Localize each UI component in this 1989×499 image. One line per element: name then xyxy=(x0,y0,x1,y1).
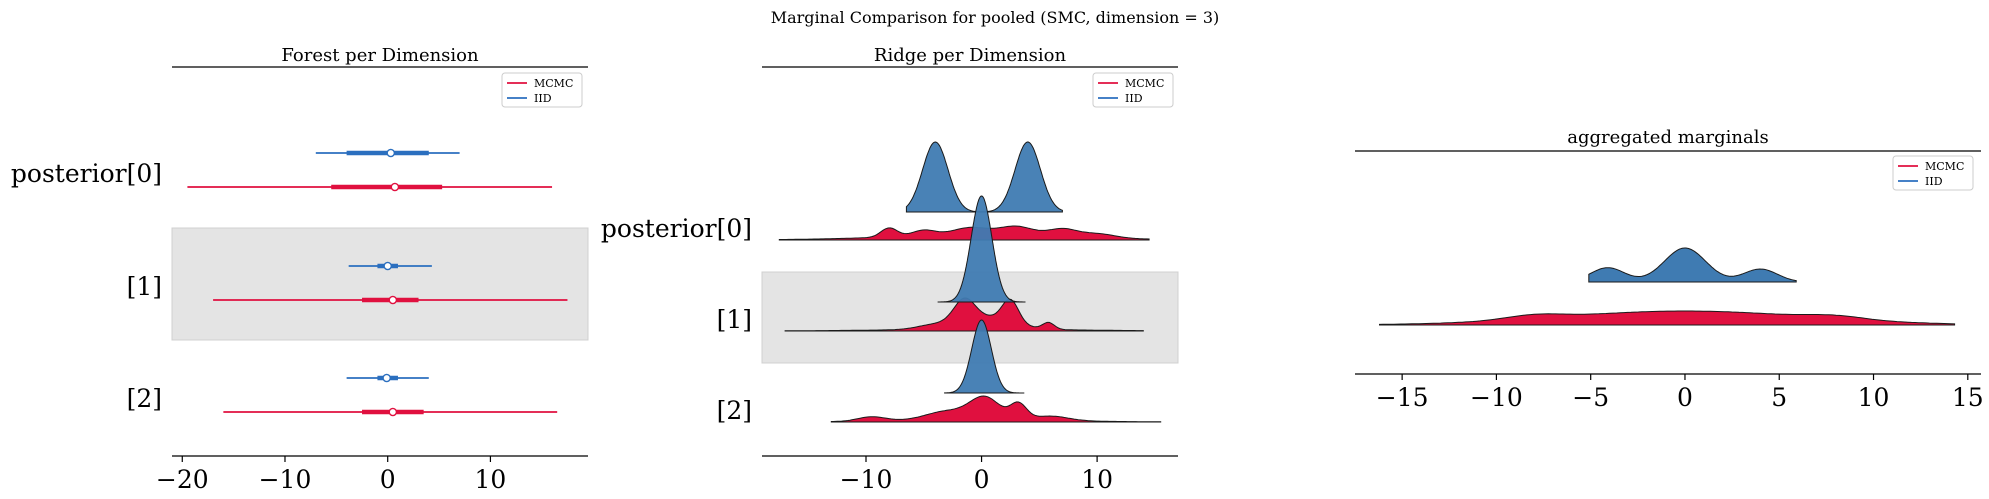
figure-suptitle: Marginal Comparison for pooled (SMC, dim… xyxy=(771,8,1220,27)
forest-median-mcmc-1 xyxy=(388,295,398,305)
aggregated-legend-label-iid: IID xyxy=(1925,175,1943,188)
forest-panel-title: Forest per Dimension xyxy=(281,45,479,66)
ridge-legend-label-mcmc: MCMC xyxy=(1125,77,1164,90)
forest-median-iid-2 xyxy=(382,373,391,383)
forest-y-label-2: [2] xyxy=(127,384,162,413)
ridge-legend-label-iid: IID xyxy=(1125,92,1143,105)
forest-legend: MCMC IID xyxy=(501,72,583,108)
x-tick-label: −15 xyxy=(1376,383,1429,412)
ridge-density-mcmc-2 xyxy=(830,395,1162,423)
forest-marks xyxy=(187,148,568,417)
aggregated-legend-label-mcmc: MCMC xyxy=(1925,160,1964,173)
x-tick-label: −10 xyxy=(259,465,312,494)
x-tick-label: 10 xyxy=(475,465,507,494)
ridge-density-mcmc-0 xyxy=(778,225,1150,241)
x-tick-label: 0 xyxy=(380,465,396,494)
ridge-density-iid-2 xyxy=(944,319,1025,394)
forest-y-label-1: [1] xyxy=(127,272,162,301)
x-tick-label: −10 xyxy=(840,465,893,494)
aggregated-panel-title: aggregated marginals xyxy=(1567,127,1768,148)
x-tick-label: −20 xyxy=(156,465,209,494)
forest-shaded-row-band xyxy=(171,227,589,341)
aggregated-panel: aggregated marginals −15 −10 −5 0 5 10 15 MCMC… xyxy=(1355,127,1984,412)
aggregated-density-iid xyxy=(1588,247,1797,283)
ridge-legend: MCMC IID xyxy=(1092,72,1174,108)
forest-median-mcmc-2 xyxy=(388,407,398,417)
x-tick-label: 10 xyxy=(1081,465,1113,494)
ridge-y-label-1: [1] xyxy=(717,305,752,334)
aggregated-x-ticks: −15 −10 −5 0 5 10 15 xyxy=(1376,374,1984,412)
aggregated-legend: MCMC IID xyxy=(1892,155,1974,191)
ridge-y-labels: posterior[0] [1] [2] xyxy=(601,214,752,425)
forest-legend-label-mcmc: MCMC xyxy=(534,77,573,90)
x-tick-label: 0 xyxy=(1677,383,1693,412)
forest-median-iid-1 xyxy=(383,261,393,271)
x-tick-label: −5 xyxy=(1572,383,1609,412)
aggregated-marks xyxy=(1379,247,1956,326)
ridge-y-label-2: [2] xyxy=(717,396,752,425)
ridge-density-iid-1 xyxy=(937,195,1026,303)
forest-median-mcmc-0 xyxy=(390,182,400,192)
x-tick-label: 10 xyxy=(1858,383,1890,412)
forest-x-ticks: −20 −10 0 10 xyxy=(156,456,506,494)
x-tick-label: 0 xyxy=(974,465,990,494)
ridge-panel-title: Ridge per Dimension xyxy=(874,45,1067,66)
x-tick-label: −10 xyxy=(1470,383,1523,412)
ridge-marks xyxy=(778,141,1162,423)
ridge-panel: Ridge per Dimension posterior[0] [1] [2]… xyxy=(601,45,1179,494)
forest-legend-label-iid: IID xyxy=(534,92,552,105)
forest-y-labels: posterior[0] [1] [2] xyxy=(11,159,162,413)
forest-panel: Forest per Dimension posterior[0] [1] [2… xyxy=(11,45,589,494)
x-tick-label: 5 xyxy=(1771,383,1787,412)
ridge-y-label-0: posterior[0] xyxy=(601,214,752,243)
aggregated-density-mcmc xyxy=(1379,310,1956,326)
x-tick-label: 15 xyxy=(1952,383,1984,412)
forest-median-iid-0 xyxy=(386,148,396,158)
ridge-x-ticks: −10 0 10 xyxy=(840,456,1113,494)
forest-y-label-0: posterior[0] xyxy=(11,159,162,188)
